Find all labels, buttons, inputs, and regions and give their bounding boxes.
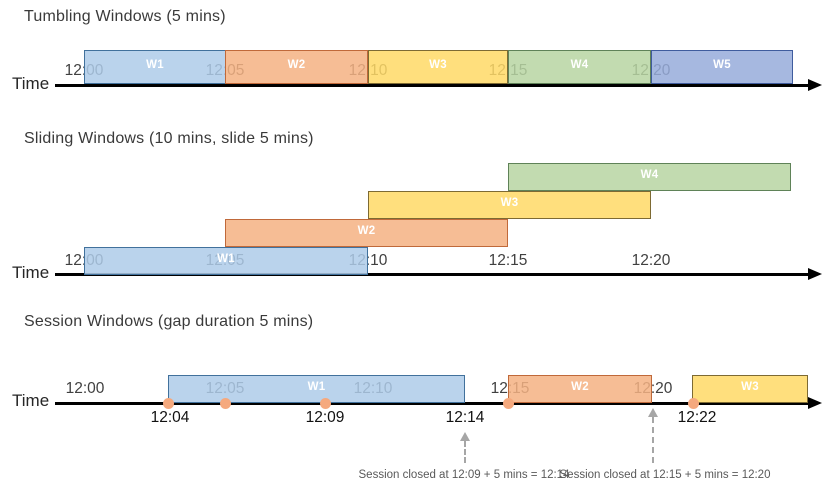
sliding-time-axis xyxy=(55,273,810,276)
sliding-window-w1: W1 xyxy=(84,247,368,275)
tumbling-window-w1-label: W1 xyxy=(146,59,164,71)
sliding-window-w3: W3 xyxy=(368,191,651,219)
session-tick-1200: 12:00 xyxy=(65,380,105,397)
session-close-annotation-1: Session closed at 12:09 + 5 mins = 12:14 xyxy=(358,469,570,481)
session-window-w3-label: W3 xyxy=(741,381,759,393)
event-dot-1222 xyxy=(688,398,699,409)
event-label-1214: 12:14 xyxy=(445,409,485,426)
session-window-w2-label: W2 xyxy=(571,381,589,393)
event-label-1209: 12:09 xyxy=(305,409,345,426)
session-section-title: Session Windows (gap duration 5 mins) xyxy=(24,313,314,330)
tumbling-window-w3-label: W3 xyxy=(429,59,447,71)
tumbling-window-w4-label: W4 xyxy=(570,59,589,71)
tumbling-window-w3: W3 xyxy=(368,50,508,84)
session-close-arrowhead-2-icon xyxy=(648,408,658,417)
event-dot-1209 xyxy=(320,398,331,409)
tumbling-window-w1: W1 xyxy=(84,50,226,84)
sliding-axis-arrowhead-icon xyxy=(808,268,822,280)
tumbling-time-axis xyxy=(55,84,810,87)
session-time-axis-label: Time xyxy=(12,391,50,410)
tumbling-window-w4: W4 xyxy=(508,50,651,84)
session-close-arrow-line-1 xyxy=(464,441,466,463)
sliding-tick-1220: 12:20 xyxy=(631,252,671,269)
event-dot-1215 xyxy=(503,398,514,409)
event-label-1204: 12:04 xyxy=(150,409,190,426)
session-close-annotation-2: Session closed at 12:15 + 5 mins = 12:20 xyxy=(559,469,771,481)
tumbling-window-w2: W2 xyxy=(225,50,368,84)
session-window-w1: W1 xyxy=(168,375,465,403)
event-dot-1204 xyxy=(163,398,174,409)
tumbling-time-axis-label: Time xyxy=(12,74,50,93)
tumbling-window-w5: W5 xyxy=(651,50,793,84)
sliding-time-axis-label: Time xyxy=(12,263,50,282)
tumbling-window-w5-label: W5 xyxy=(713,59,731,71)
session-close-arrowhead-1-icon xyxy=(460,432,470,441)
event-dot-2 xyxy=(220,398,231,409)
session-window-w1-label: W1 xyxy=(307,381,326,393)
sliding-window-w1-label: W1 xyxy=(217,253,235,265)
session-window-w3: W3 xyxy=(692,375,808,403)
tumbling-axis-arrowhead-icon xyxy=(808,79,822,91)
session-window-w2: W2 xyxy=(508,375,652,403)
sliding-section-title: Sliding Windows (10 mins, slide 5 mins) xyxy=(24,130,314,147)
session-time-axis xyxy=(55,402,810,405)
session-close-arrow-line-2 xyxy=(652,417,654,463)
sliding-window-w4-label: W4 xyxy=(640,169,659,181)
sliding-tick-1215: 12:15 xyxy=(488,252,528,269)
tumbling-window-w2-label: W2 xyxy=(287,59,306,71)
session-axis-arrowhead-icon xyxy=(808,397,822,409)
tumbling-section-title: Tumbling Windows (5 mins) xyxy=(24,8,226,25)
event-label-1222: 12:22 xyxy=(677,409,717,426)
sliding-window-w2: W2 xyxy=(225,219,508,247)
sliding-window-w2-label: W2 xyxy=(357,225,376,237)
sliding-window-w4: W4 xyxy=(508,163,791,191)
sliding-window-w3-label: W3 xyxy=(500,197,519,209)
